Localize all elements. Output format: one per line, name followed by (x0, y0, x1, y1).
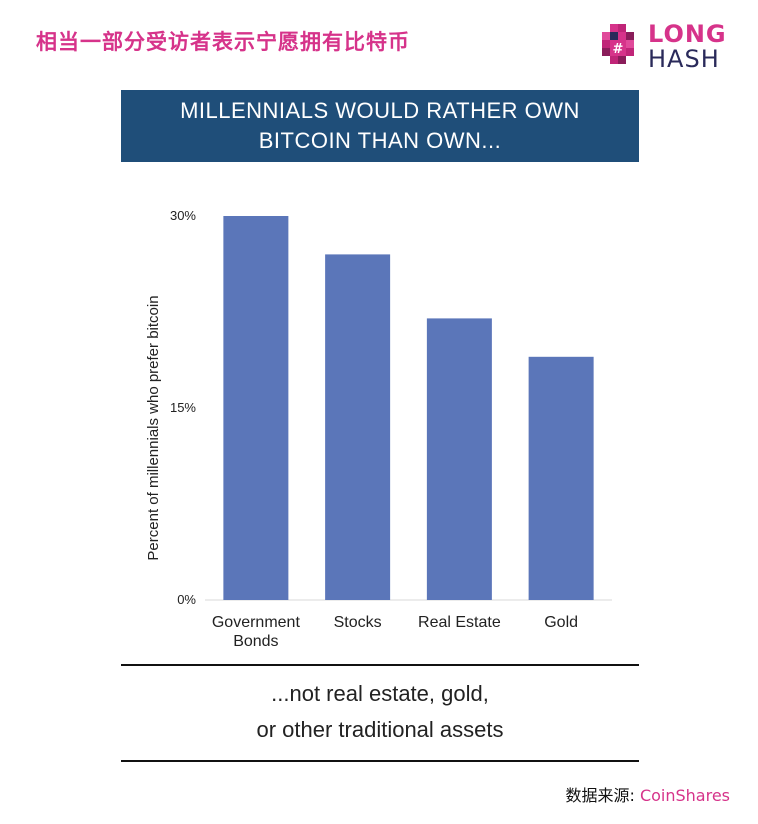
caption-line-2: or other traditional assets (256, 717, 504, 742)
divider-bottom (121, 760, 639, 762)
bar-chart: 0% 15% 30% Percent of millennials who prefe… (145, 208, 612, 650)
bar (223, 216, 289, 600)
source-credit: 数据来源: CoinShares (565, 782, 730, 806)
source-name: CoinShares (639, 786, 730, 805)
divider-top (121, 664, 639, 666)
longhash-logo-icon: # (602, 24, 634, 64)
svg-text:#: # (613, 42, 624, 57)
x-tick-label: Stocks (334, 614, 382, 631)
source-label: 数据来源: (565, 786, 640, 805)
banner-line-1: MILLENNIALS WOULD RATHER OWN (180, 98, 580, 123)
y-axis-title: Percent of millennials who prefer bitcoi… (145, 295, 162, 560)
longhash-logo: # LONG HASH (598, 20, 728, 73)
chart-caption: ...not real estate, gold, or other tradi… (121, 676, 639, 748)
caption-line-1: ...not real estate, gold, (271, 681, 489, 706)
chart-banner: MILLENNIALS WOULD RATHER OWN BITCOIN THA… (121, 90, 639, 162)
logo-text-long: LONG (648, 20, 727, 48)
x-tick-label: Gold (544, 614, 578, 631)
x-tick-label: Real Estate (418, 614, 501, 631)
x-tick-label: Government Bonds (212, 614, 301, 650)
y-tick-label: 15% (170, 400, 196, 415)
logo-text-hash: HASH (648, 45, 720, 73)
bar (426, 318, 492, 600)
banner-line-2: BITCOIN THAN OWN... (258, 128, 502, 153)
page-headline: 相当一部分受访者表示宁愿拥有比特币 (36, 30, 410, 54)
y-tick-label: 0% (177, 592, 196, 607)
bar (325, 254, 391, 600)
y-tick-label: 30% (170, 208, 196, 223)
bar (528, 356, 594, 600)
